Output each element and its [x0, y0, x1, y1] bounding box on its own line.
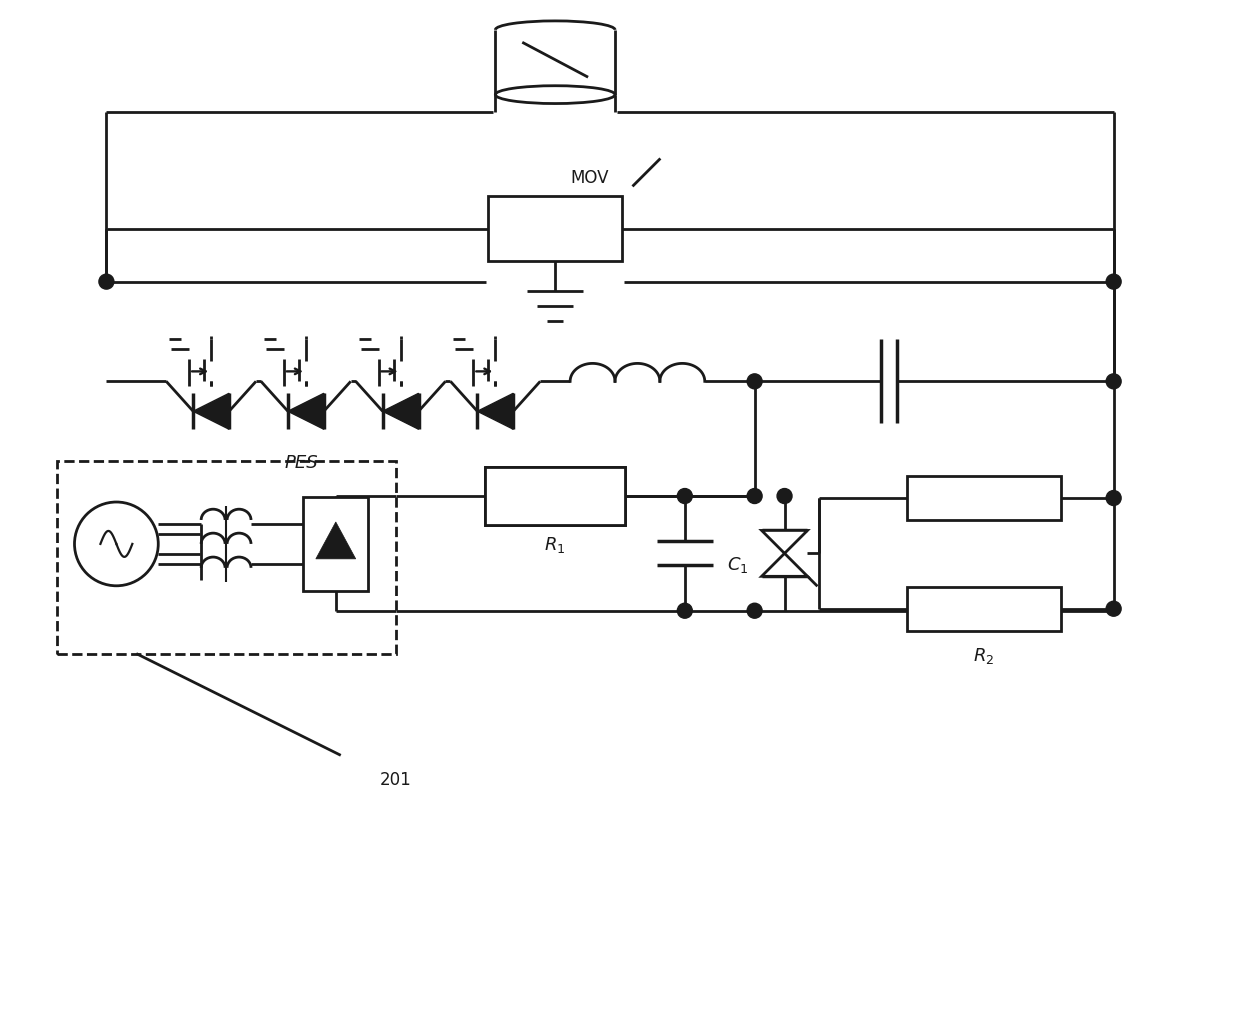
Bar	[304, 497, 368, 591]
Bar	[485, 467, 625, 525]
Text: $C_1$: $C_1$	[727, 556, 748, 575]
Polygon shape	[761, 554, 807, 576]
Ellipse shape	[495, 85, 615, 104]
Text: PES: PES	[284, 454, 317, 472]
Text: $R_1$: $R_1$	[544, 534, 565, 555]
Circle shape	[677, 604, 692, 618]
Text: 201: 201	[379, 771, 412, 789]
Text: $R_2$: $R_2$	[973, 645, 994, 665]
Circle shape	[677, 489, 692, 504]
Bar	[57, 461, 396, 653]
Circle shape	[1106, 374, 1121, 389]
Polygon shape	[383, 393, 419, 429]
Polygon shape	[761, 530, 807, 554]
Text: MOV: MOV	[570, 170, 609, 187]
Bar	[487, 196, 622, 261]
Bar	[906, 587, 1061, 631]
Circle shape	[1106, 491, 1121, 506]
Circle shape	[748, 489, 763, 504]
Circle shape	[99, 274, 114, 290]
Circle shape	[777, 489, 792, 504]
Bar	[485, 467, 625, 525]
Circle shape	[748, 374, 763, 389]
Circle shape	[1106, 274, 1121, 290]
Circle shape	[748, 604, 763, 618]
Bar	[906, 477, 1061, 520]
Polygon shape	[316, 522, 356, 559]
Circle shape	[1106, 601, 1121, 616]
Polygon shape	[288, 393, 324, 429]
Polygon shape	[193, 393, 229, 429]
Polygon shape	[477, 393, 513, 429]
